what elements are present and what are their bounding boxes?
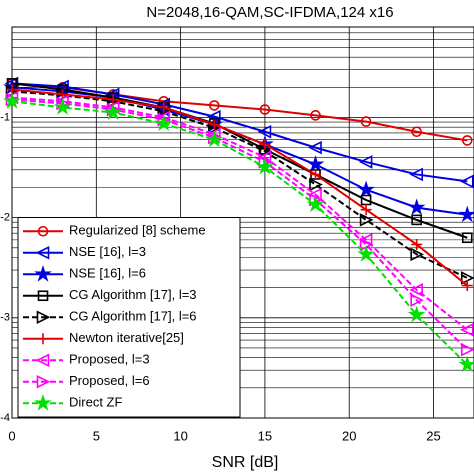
marker [410,247,424,262]
marker [310,110,321,121]
x-tick-label: 25 [426,428,440,443]
marker [309,177,323,192]
legend-label: NSE [16], l=3 [69,244,146,259]
marker [458,205,474,223]
x-tick-label: 20 [342,428,356,443]
marker [459,322,474,337]
marker [37,333,49,345]
marker [306,195,325,213]
marker [158,101,170,113]
series-line [11,82,468,239]
marker [154,114,173,132]
marker [360,116,372,127]
marker [53,98,72,115]
legend-label: CG Algorithm [17], l=6 [69,309,197,324]
legend-label: Proposed, l=3 [69,352,150,367]
marker [107,94,119,106]
series-line [11,88,468,287]
marker [359,213,374,227]
x-axis-label: SNR [dB] [212,454,279,471]
marker [34,393,52,411]
marker [461,232,473,244]
marker [357,245,375,262]
x-tick-label: 0 [8,428,15,443]
marker [34,264,52,282]
marker [306,155,325,172]
marker [411,126,422,138]
marker [256,157,274,175]
legend-label: Newton iterative[25] [69,330,184,345]
marker [37,225,49,237]
marker [310,168,322,180]
marker [209,100,220,111]
marker [259,138,271,150]
marker [407,305,426,323]
series-line [11,98,468,351]
marker [410,293,424,307]
series-line [11,96,468,331]
marker [411,238,423,250]
marker [259,104,271,115]
x-tick-label: 15 [258,428,272,443]
marker [35,245,50,260]
marker [257,124,272,139]
marker [458,355,474,373]
legend-label: CG Algorithm [17], l=3 [69,287,197,302]
marker [205,130,224,148]
marker [411,214,422,226]
y-tick-label: -3 [0,312,10,324]
series-line [11,90,468,279]
legend-label: Proposed, l=6 [69,373,150,388]
marker [461,280,473,292]
marker [409,283,423,297]
marker [37,290,49,302]
marker [360,204,372,216]
marker [104,103,122,121]
legend-label: Direct ZF [69,395,123,410]
y-tick-label: -4 [0,412,10,424]
marker [208,119,220,131]
marker [409,167,423,182]
marker [459,174,474,189]
marker [36,374,51,389]
series-line [11,100,468,366]
marker [407,198,426,216]
y-tick-label: -1 [0,111,10,123]
marker [461,135,473,146]
chart-title: N=2048,16-QAM,SC-IFDMA,124 x16 [146,4,393,21]
legend-label: NSE [16], l=6 [69,266,146,281]
x-tick-label: 10 [173,428,187,443]
marker [358,233,373,247]
x-tick-label: 5 [93,428,100,443]
series-line [11,82,468,183]
marker [36,310,51,325]
marker [35,353,50,368]
legend-label: Regularized [8] scheme [69,223,206,238]
y-tick-label: -2 [0,212,10,224]
marker [357,180,375,198]
marker [308,140,322,155]
marker [460,342,474,357]
marker [358,155,373,169]
marker [3,92,21,109]
